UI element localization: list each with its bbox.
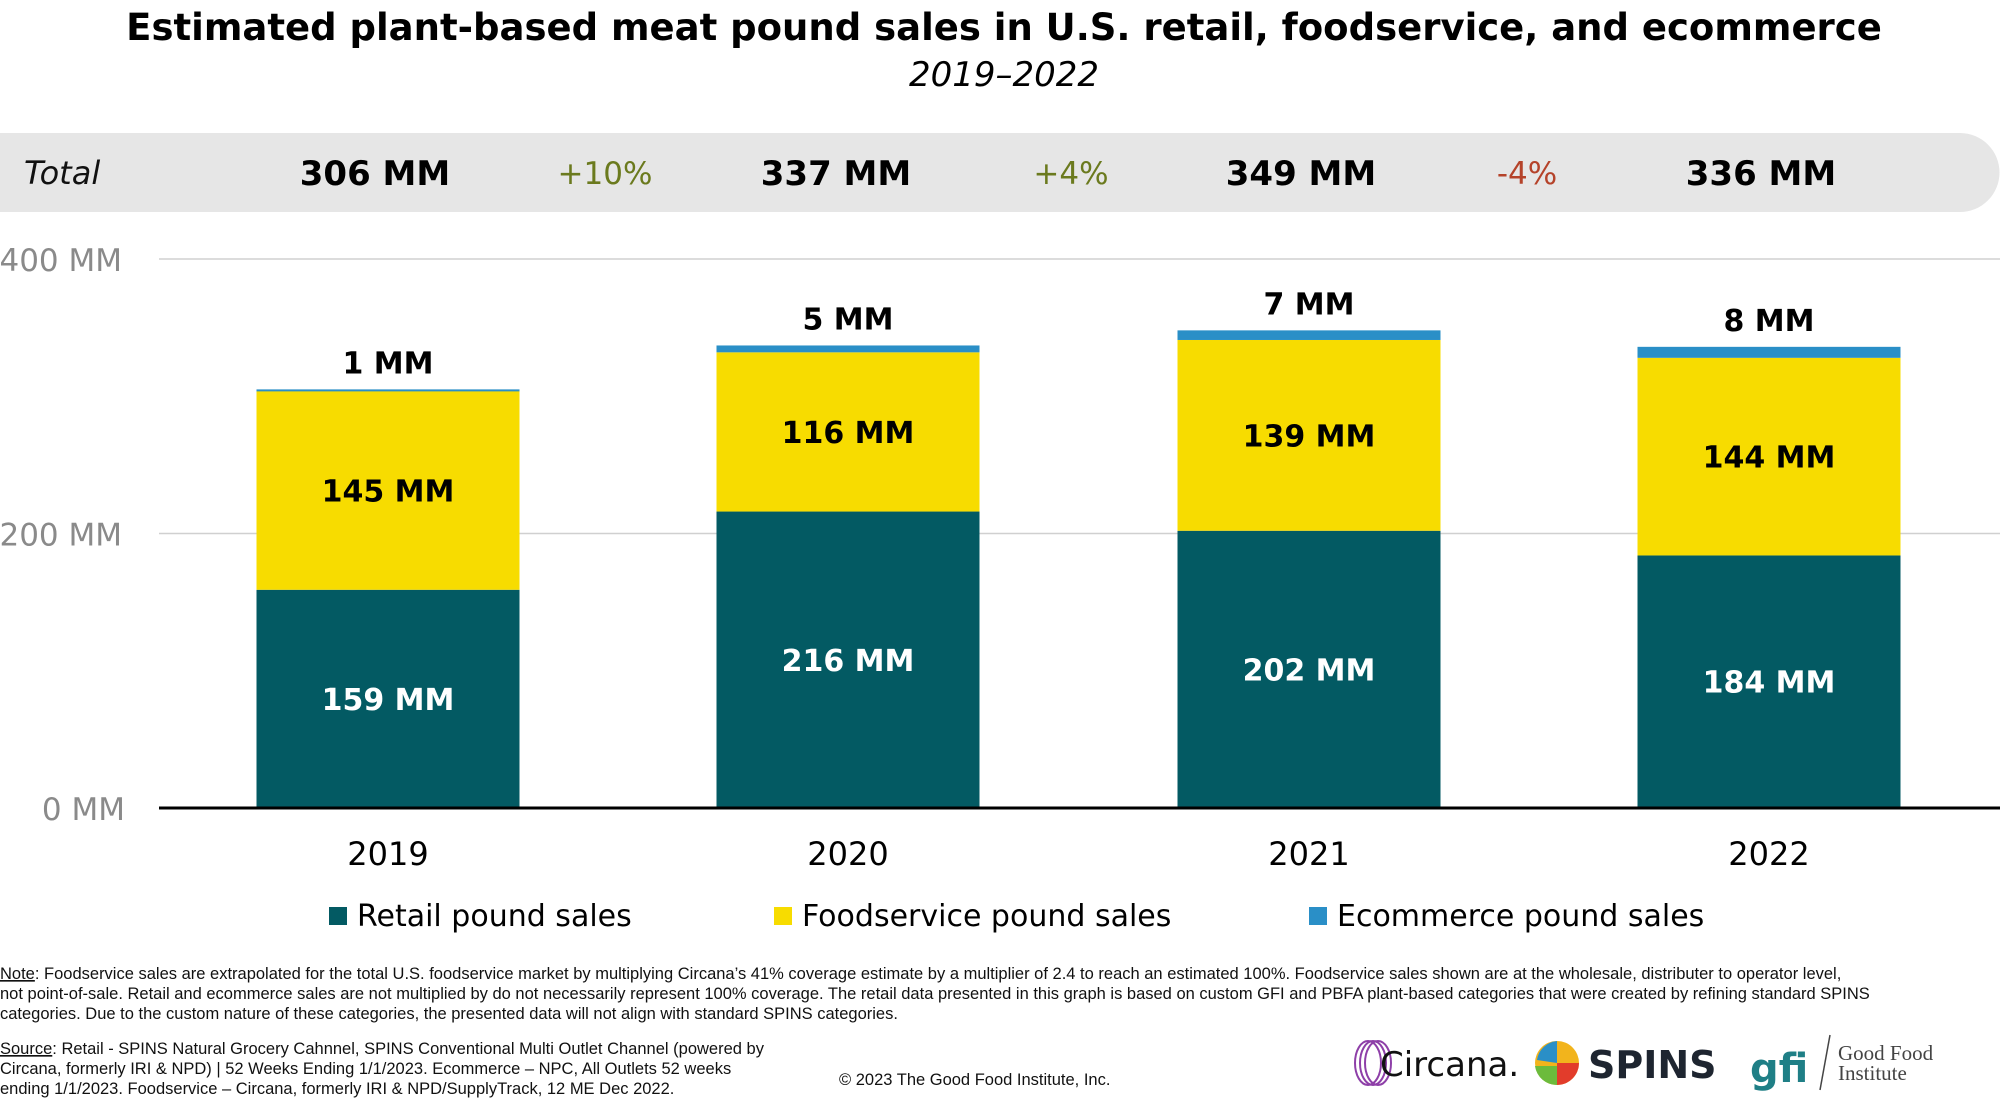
note-label: Note bbox=[0, 965, 35, 983]
legend: Retail pound sales Foodservice pound sale… bbox=[329, 899, 1704, 934]
total-change: +4% bbox=[1033, 156, 1108, 192]
bar-retail-2021 bbox=[1177, 530, 1441, 808]
source-line-2: Circana, formerly IRI & NPD) | 52 Weeks … bbox=[0, 1060, 731, 1078]
data-label: 8 MM bbox=[1723, 304, 1814, 339]
data-label: 7 MM bbox=[1263, 287, 1354, 322]
data-label: 1 MM bbox=[342, 346, 433, 381]
total-value: 337 MM bbox=[761, 154, 911, 194]
legend-label: Retail pound sales bbox=[357, 899, 632, 934]
source-line-3: ending 1/1/2023. Foodservice – Circana, … bbox=[0, 1080, 674, 1098]
legend-item: Foodservice pound sales bbox=[774, 899, 1171, 934]
source-line-1: : Retail - SPINS Natural Grocery Cahnnel… bbox=[52, 1040, 764, 1058]
bar-ecommerce-2019 bbox=[256, 389, 520, 392]
legend-label: Ecommerce pound sales bbox=[1337, 899, 1704, 934]
gfi-mark: gfi bbox=[1750, 1046, 1808, 1092]
x-tick-label: 2019 bbox=[347, 835, 428, 873]
total-change: +10% bbox=[558, 156, 653, 192]
total-change: -4% bbox=[1497, 156, 1557, 192]
legend-swatch bbox=[774, 907, 792, 925]
x-tick-label: 2021 bbox=[1268, 835, 1349, 873]
bar-foodservice-2019 bbox=[256, 390, 520, 590]
gfi-logo: gfi Good Food Institute bbox=[1750, 1034, 1934, 1092]
legend-label: Foodservice pound sales bbox=[802, 899, 1171, 934]
note-line-3: categories. Due to the custom nature of … bbox=[0, 1005, 898, 1023]
data-label: 145 MM bbox=[322, 474, 455, 509]
svg-text:Note: Foodservice sales are ex: Note: Foodservice sales are extrapolated… bbox=[0, 965, 1841, 983]
total-value: 306 MM bbox=[300, 154, 450, 194]
circana-logo: Circana. bbox=[1354, 1040, 1519, 1086]
totals-row: 306 MM 337 MM 349 MM 336 MM +10% +4% -4% bbox=[300, 154, 1836, 194]
legend-item: Ecommerce pound sales bbox=[1309, 899, 1704, 934]
circana-wordmark: Circana. bbox=[1380, 1045, 1519, 1085]
total-value: 349 MM bbox=[1226, 154, 1376, 194]
bars: 159 MM 145 MM 1 MM 216 MM 116 MM 5 MM 202 MM 13… bbox=[256, 287, 1901, 808]
totals-label: Total bbox=[24, 154, 100, 192]
gfi-name-2: Institute bbox=[1838, 1061, 1907, 1085]
note-line-1: : Foodservice sales are extrapolated for… bbox=[35, 965, 1841, 983]
data-label: 184 MM bbox=[1703, 666, 1836, 701]
data-label: 159 MM bbox=[322, 683, 455, 718]
y-tick-label: 0 MM bbox=[42, 792, 125, 828]
data-label: 5 MM bbox=[802, 302, 893, 337]
chart-title: Estimated plant-based meat pound sales i… bbox=[126, 6, 1882, 49]
bar-ecommerce-2022 bbox=[1637, 346, 1901, 358]
source-label: Source bbox=[0, 1040, 52, 1058]
bar-foodservice-2020 bbox=[716, 352, 980, 512]
bar-ecommerce-2021 bbox=[1177, 330, 1441, 340]
x-tick-label: 2020 bbox=[807, 835, 888, 873]
legend-swatch bbox=[1309, 907, 1327, 925]
totals-band bbox=[0, 133, 2000, 212]
x-tick-labels: 2019 2020 2021 2022 bbox=[347, 835, 1809, 873]
bar-retail-2020 bbox=[716, 511, 980, 808]
svg-text:Source: Retail - SPINS Natural: Source: Retail - SPINS Natural Grocery C… bbox=[0, 1040, 765, 1058]
spins-wordmark: SPINS bbox=[1588, 1043, 1717, 1087]
bar-retail-2019 bbox=[256, 589, 520, 808]
y-tick-label: 200 MM bbox=[0, 518, 122, 554]
x-tick-label: 2022 bbox=[1728, 835, 1809, 873]
data-label: 139 MM bbox=[1243, 419, 1376, 454]
y-tick-label: 400 MM bbox=[0, 243, 122, 279]
data-label: 216 MM bbox=[782, 644, 915, 679]
note-line-2: not point-of-sale. Retail and ecommerce … bbox=[0, 985, 1870, 1003]
data-label: 116 MM bbox=[782, 416, 915, 451]
total-value: 336 MM bbox=[1686, 154, 1836, 194]
legend-swatch bbox=[329, 907, 347, 925]
chart-subtitle: 2019–2022 bbox=[909, 55, 1099, 95]
bar-retail-2022 bbox=[1637, 555, 1901, 808]
bar-ecommerce-2020 bbox=[716, 345, 980, 353]
bar-foodservice-2021 bbox=[1177, 339, 1441, 531]
copyright: © 2023 The Good Food Institute, Inc. bbox=[839, 1071, 1110, 1089]
bar-foodservice-2022 bbox=[1637, 357, 1901, 556]
spins-logo: SPINS bbox=[1535, 1041, 1717, 1087]
data-label: 202 MM bbox=[1243, 653, 1376, 688]
legend-item: Retail pound sales bbox=[329, 899, 632, 934]
gfi-name-1: Good Food bbox=[1838, 1041, 1934, 1065]
data-label: 144 MM bbox=[1703, 441, 1836, 476]
footer-note: Note: Foodservice sales are extrapolated… bbox=[0, 965, 1870, 1098]
